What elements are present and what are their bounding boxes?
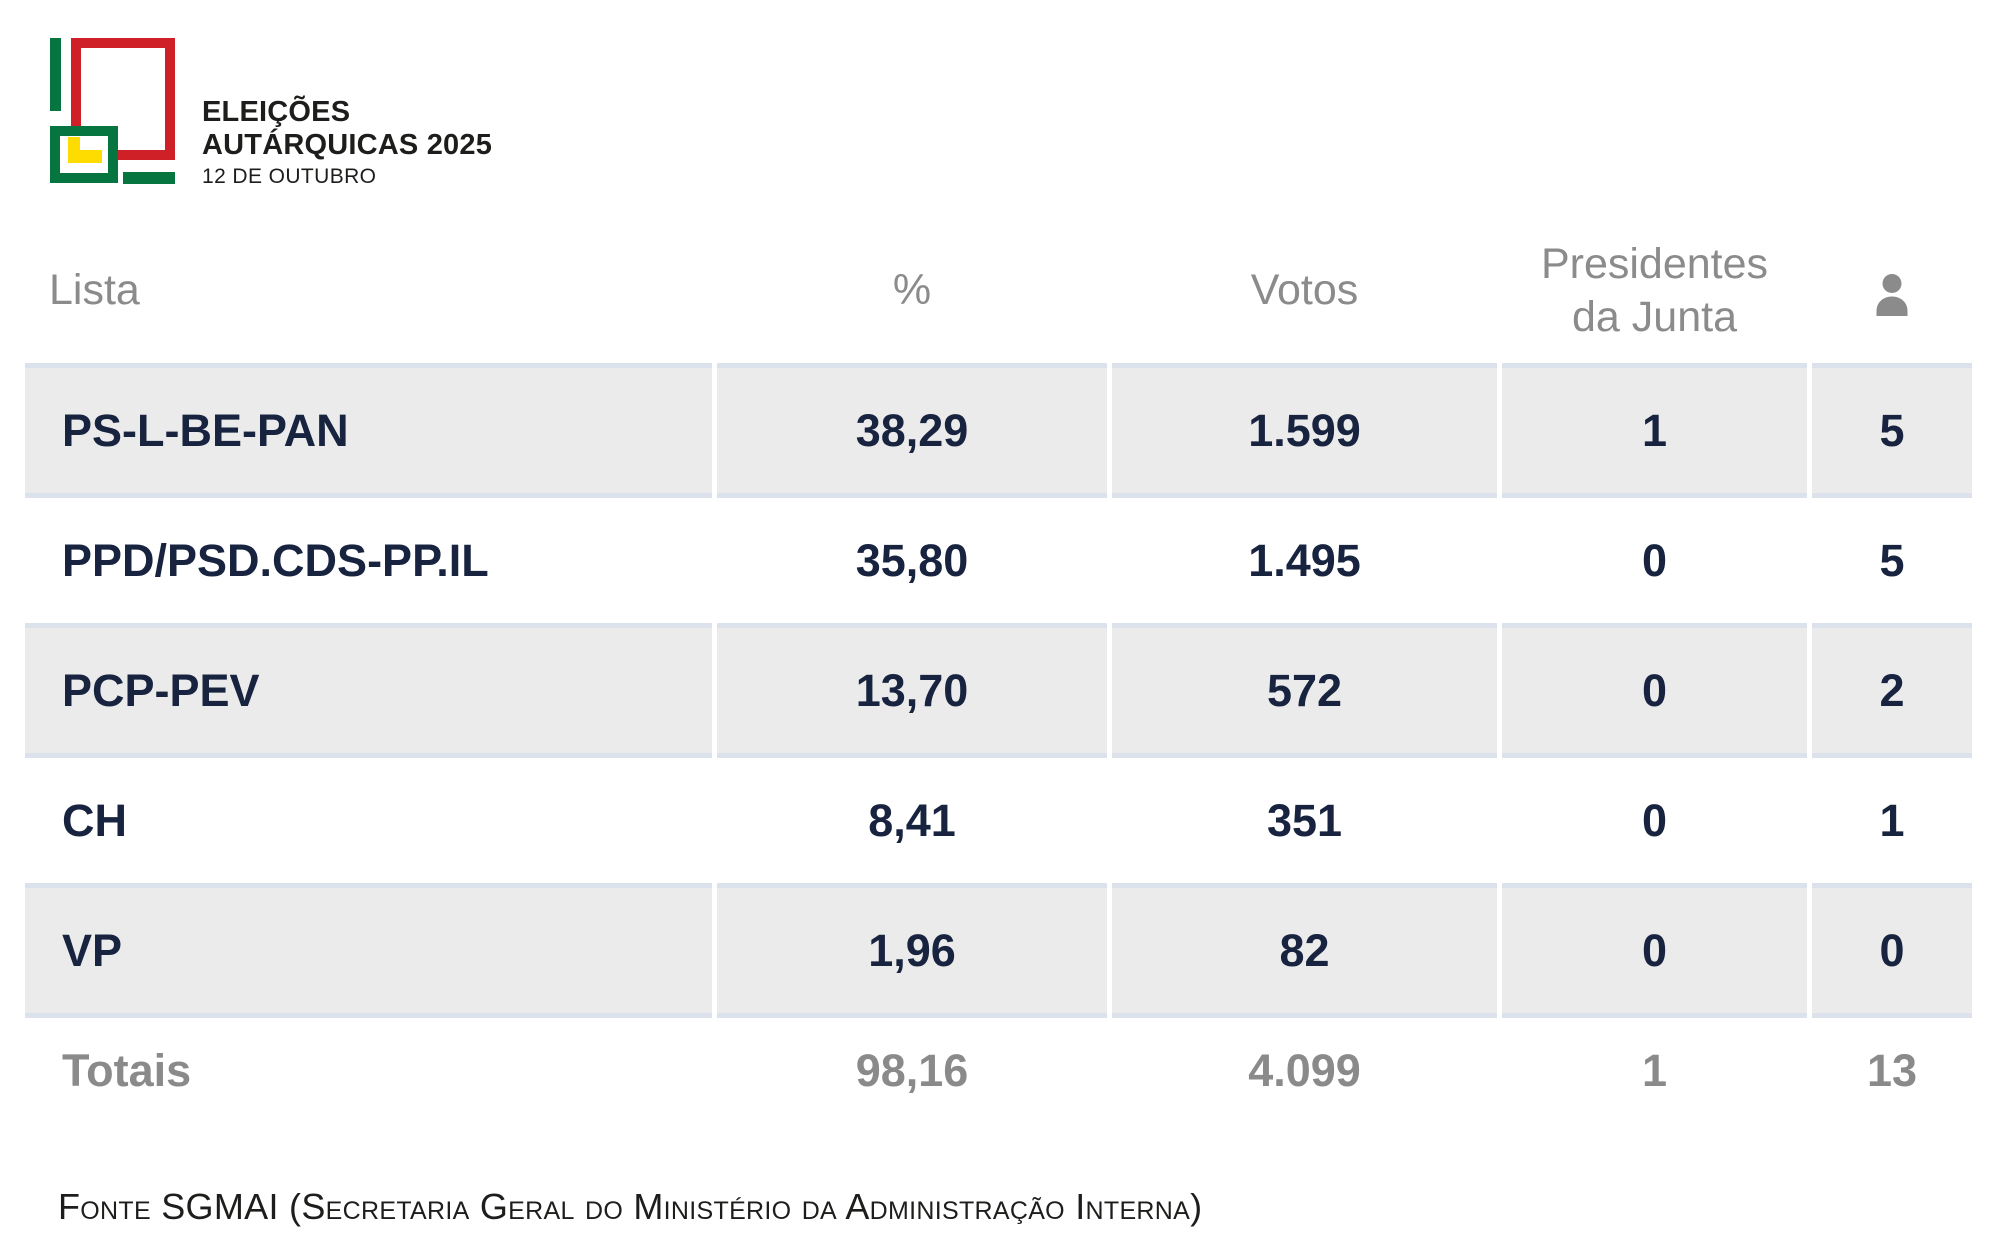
logo-title-line2: AUTÁRQUICAS 2025 xyxy=(202,129,493,161)
logo-text: ELEIÇÕES AUTÁRQUICAS 2025 12 DE OUTUBRO xyxy=(202,96,492,191)
table-header-row: Lista % Votos Presidentes da Junta xyxy=(25,218,1972,368)
cell-presidentes: 0 xyxy=(1502,888,1807,1018)
col-header-percent: % xyxy=(717,218,1107,368)
logo-subtitle: 12 DE OUTUBRO xyxy=(202,165,377,188)
cell-votos: 1.599 xyxy=(1112,368,1497,498)
table-row: PPD/PSD.CDS-PP.IL 35,80 1.495 0 5 xyxy=(25,498,1972,628)
cell-percent: 38,29 xyxy=(717,368,1107,498)
totals-mandatos: 13 xyxy=(1812,1018,1972,1123)
logo-red-square xyxy=(71,38,175,160)
logo-green-bottom-bar xyxy=(123,172,175,184)
cell-presidentes: 0 xyxy=(1502,628,1807,758)
logo-yellow-l-base xyxy=(68,150,102,163)
cell-mandatos: 5 xyxy=(1812,498,1972,628)
cell-lista: PS-L-BE-PAN xyxy=(25,368,712,498)
cell-mandatos: 0 xyxy=(1812,888,1972,1018)
cell-percent: 1,96 xyxy=(717,888,1107,1018)
results-table: Lista % Votos Presidentes da Junta PS-L-… xyxy=(20,218,1977,1123)
cell-percent: 13,70 xyxy=(717,628,1107,758)
col-header-votos: Votos xyxy=(1112,218,1497,368)
col-header-lista: Lista xyxy=(25,218,712,368)
table-row: CH 8,41 351 0 1 xyxy=(25,758,1972,888)
cell-votos: 572 xyxy=(1112,628,1497,758)
col-header-mandatos xyxy=(1812,218,1972,368)
totals-presidentes: 1 xyxy=(1502,1018,1807,1123)
totals-label: Totais xyxy=(25,1018,712,1123)
cell-percent: 35,80 xyxy=(717,498,1107,628)
table-row: PS-L-BE-PAN 38,29 1.599 1 5 xyxy=(25,368,1972,498)
logo-green-bar xyxy=(50,38,61,111)
table-row: VP 1,96 82 0 0 xyxy=(25,888,1972,1018)
cell-mandatos: 2 xyxy=(1812,628,1972,758)
totals-percent: 98,16 xyxy=(717,1018,1107,1123)
totals-row: Totais 98,16 4.099 1 13 xyxy=(25,1018,1972,1123)
cell-lista: CH xyxy=(25,758,712,888)
col-header-presidentes-line2: da Junta xyxy=(1572,292,1737,341)
cell-presidentes: 0 xyxy=(1502,758,1807,888)
cell-mandatos: 5 xyxy=(1812,368,1972,498)
cell-mandatos: 1 xyxy=(1812,758,1972,888)
cell-votos: 82 xyxy=(1112,888,1497,1018)
cell-votos: 351 xyxy=(1112,758,1497,888)
source-note: Fonte SGMAI (Secretaria Geral do Ministé… xyxy=(58,1186,1203,1227)
cell-presidentes: 0 xyxy=(1502,498,1807,628)
col-header-presidentes-line1: Presidentes xyxy=(1540,240,1769,289)
cell-lista: VP xyxy=(25,888,712,1018)
autarquicas-logo-icon xyxy=(50,38,180,186)
logo-title-line1: ELEIÇÕES xyxy=(202,96,351,128)
cell-lista: PPD/PSD.CDS-PP.IL xyxy=(25,498,712,628)
person-icon xyxy=(1876,273,1908,316)
logo-green-square xyxy=(50,126,118,183)
cell-percent: 8,41 xyxy=(717,758,1107,888)
totals-votos: 4.099 xyxy=(1112,1018,1497,1123)
col-header-presidentes: Presidentes da Junta xyxy=(1502,218,1807,368)
table-row: PCP-PEV 13,70 572 0 2 xyxy=(25,628,1972,758)
cell-lista: PCP-PEV xyxy=(25,628,712,758)
cell-presidentes: 1 xyxy=(1502,368,1807,498)
cell-votos: 1.495 xyxy=(1112,498,1497,628)
